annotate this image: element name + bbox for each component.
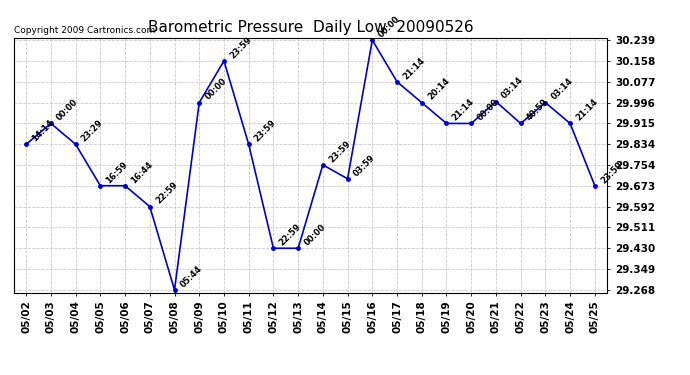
- Text: 21:14: 21:14: [574, 97, 600, 123]
- Text: 40:59: 40:59: [525, 98, 550, 123]
- Text: Copyright 2009 Cartronics.com: Copyright 2009 Cartronics.com: [14, 26, 155, 35]
- Text: 20:14: 20:14: [426, 76, 451, 102]
- Text: 16:59: 16:59: [104, 160, 130, 185]
- Text: 00:00: 00:00: [475, 98, 500, 123]
- Text: 23:59: 23:59: [327, 139, 352, 164]
- Text: 23:59: 23:59: [253, 118, 278, 144]
- Text: 23:59: 23:59: [599, 160, 624, 185]
- Text: 00:00: 00:00: [204, 77, 228, 102]
- Text: 23:29: 23:29: [80, 118, 105, 144]
- Text: 22:59: 22:59: [277, 222, 303, 248]
- Title: Barometric Pressure  Daily Low  20090526: Barometric Pressure Daily Low 20090526: [148, 20, 473, 35]
- Text: 03:14: 03:14: [500, 76, 525, 101]
- Text: 03:59: 03:59: [352, 153, 377, 178]
- Text: 00:00: 00:00: [55, 98, 80, 123]
- Text: 03:14: 03:14: [549, 76, 575, 102]
- Text: 21:14: 21:14: [401, 56, 426, 81]
- Text: 16:44: 16:44: [129, 160, 155, 185]
- Text: 21:14: 21:14: [451, 97, 476, 123]
- Text: 00:00: 00:00: [377, 14, 402, 39]
- Text: 05:44: 05:44: [179, 264, 204, 289]
- Text: 22:59: 22:59: [154, 180, 179, 206]
- Text: 14:14: 14:14: [30, 118, 56, 144]
- Text: 00:00: 00:00: [302, 222, 327, 248]
- Text: 23:59: 23:59: [228, 35, 253, 60]
